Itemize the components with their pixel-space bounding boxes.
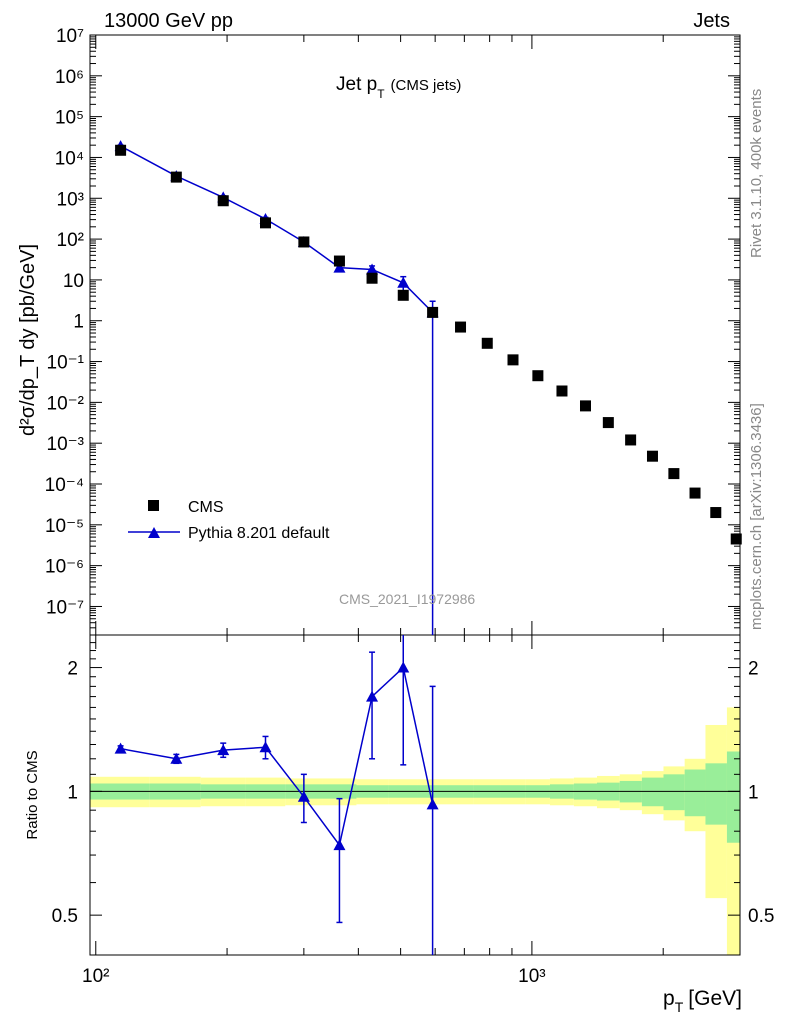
x-tick-label: 10² bbox=[82, 966, 109, 987]
main-y-axis-label: d²σ/dp_T dy [pb/GeV] bbox=[17, 244, 39, 436]
mc-ratio-point bbox=[297, 790, 310, 802]
cms-data-point bbox=[668, 468, 680, 480]
cms-data-point bbox=[556, 385, 568, 397]
ratio-tick-label-right: 1 bbox=[748, 782, 759, 803]
cms-data-point bbox=[602, 417, 614, 429]
mc-ratio-point bbox=[259, 741, 272, 753]
x-axis-label: pT [GeV] bbox=[663, 987, 742, 1015]
legend-cms-marker bbox=[148, 500, 159, 511]
cms-data-point bbox=[532, 370, 544, 382]
cms-data-point bbox=[260, 217, 271, 229]
y-tick-label: 10⁷ bbox=[56, 26, 84, 47]
ratio-y-axis-label: Ratio to CMS bbox=[24, 750, 41, 839]
y-tick-label: 10⁻⁷ bbox=[46, 597, 84, 618]
cms-data-point bbox=[217, 195, 229, 207]
mc-series-ratio bbox=[114, 635, 439, 955]
ratio-tick-label-right: 0.5 bbox=[748, 906, 774, 927]
cms-data-point bbox=[507, 354, 519, 366]
inner-band-bin bbox=[663, 774, 685, 811]
mc-ratio-point bbox=[114, 742, 127, 754]
cms-data-point bbox=[333, 255, 345, 267]
cms-data-point bbox=[646, 450, 658, 462]
y-tick-label: 10⁻⁴ bbox=[45, 475, 84, 496]
ratio-tick-label: 1 bbox=[67, 782, 78, 803]
ratio-uncertainty-bands bbox=[90, 707, 740, 955]
cms-data-point bbox=[455, 321, 467, 333]
main-frame-box bbox=[89, 34, 741, 636]
ratio-tick-label: 0.5 bbox=[52, 906, 78, 927]
x-tick-label: 10³ bbox=[518, 966, 545, 987]
main-y-axis: 10⁻⁷ 10⁻⁶ 10⁻⁵ 10⁻⁴ 10⁻³ 10⁻² 10⁻¹ 1 10 10² 10³ 10⁴… bbox=[45, 26, 740, 636]
cms-data-point bbox=[481, 337, 493, 349]
cms-data-point bbox=[730, 533, 742, 545]
y-tick-label: 10⁵ bbox=[55, 108, 84, 129]
analysis-id: CMS_2021_I1972986 bbox=[339, 591, 475, 607]
plot-title: Jet pT (CMS jets) bbox=[336, 74, 461, 101]
ratio-frame-box bbox=[89, 634, 741, 956]
cms-data-point bbox=[625, 434, 637, 446]
mc-ratio-point bbox=[333, 839, 346, 851]
rivet-info-label: Rivet 3.1.10, 400k events bbox=[748, 88, 765, 258]
cms-data-point bbox=[427, 306, 439, 318]
ratio-y-axis: 0.5 0.5 1 1 2 2 bbox=[52, 642, 774, 956]
inner-band-bin bbox=[684, 769, 706, 817]
mc-ratio-point bbox=[397, 661, 410, 673]
main-plot-frame bbox=[89, 34, 741, 636]
cms-data-point bbox=[397, 289, 409, 301]
legend-mc-marker bbox=[148, 527, 160, 538]
mc-ratio-point bbox=[170, 752, 183, 764]
mc-main-point bbox=[333, 261, 346, 273]
cms-data-point bbox=[579, 400, 591, 412]
mcplots-info-label: mcplots.cern.ch [arXiv:1306.3436] bbox=[748, 403, 765, 630]
mc-main-line bbox=[120, 145, 434, 313]
ratio-tick-label: 2 bbox=[67, 659, 78, 680]
y-tick-label: 10² bbox=[57, 230, 84, 251]
mc-main-point bbox=[366, 263, 379, 275]
legend-cms-label: CMS bbox=[188, 499, 224, 516]
ratio-tick-label-right: 2 bbox=[748, 659, 759, 680]
y-tick-label: 1 bbox=[73, 312, 84, 333]
legend: CMS Pythia 8.201 default bbox=[128, 499, 330, 542]
y-tick-label: 10⁻⁵ bbox=[45, 516, 84, 537]
inner-band-bin bbox=[705, 763, 727, 825]
y-tick-label: 10⁻⁶ bbox=[45, 557, 84, 578]
main-y-axis-label-text: d²σ/dp_T dy [pb/GeV] bbox=[17, 244, 39, 436]
cms-data-point bbox=[298, 236, 310, 248]
ratio-y-axis-label-text: Ratio to CMS bbox=[24, 750, 41, 839]
cms-data-point bbox=[170, 171, 182, 183]
header-category-label: Jets bbox=[693, 10, 730, 32]
y-tick-label: 10⁻³ bbox=[47, 434, 85, 455]
cms-data-point bbox=[710, 507, 722, 519]
header-process-label: 13000 GeV pp bbox=[104, 10, 233, 32]
y-tick-label: 10 bbox=[63, 271, 84, 292]
x-axis: 10² 10³ bbox=[82, 35, 741, 987]
mc-ratio-point bbox=[217, 744, 230, 756]
mc-ratio-line bbox=[120, 666, 434, 847]
y-tick-label: 10³ bbox=[57, 189, 84, 210]
cms-data-point bbox=[366, 272, 378, 284]
ratio-plot-frame bbox=[89, 634, 741, 956]
mc-ratio-point bbox=[426, 798, 439, 810]
cms-data-series bbox=[115, 144, 742, 545]
y-tick-label: 10⁶ bbox=[55, 67, 84, 88]
mc-ratio-point bbox=[366, 690, 379, 702]
mc-main-point bbox=[397, 276, 410, 288]
cms-data-point bbox=[689, 487, 701, 499]
mc-series-main bbox=[114, 140, 439, 635]
y-tick-label: 10⁻² bbox=[47, 393, 85, 414]
y-tick-label: 10⁻¹ bbox=[47, 353, 85, 374]
inner-band-bin bbox=[641, 777, 664, 807]
inner-band-bin bbox=[726, 751, 740, 843]
legend-mc-label: Pythia 8.201 default bbox=[188, 525, 330, 542]
y-tick-label: 10⁴ bbox=[55, 148, 84, 169]
cms-data-point bbox=[115, 144, 127, 156]
